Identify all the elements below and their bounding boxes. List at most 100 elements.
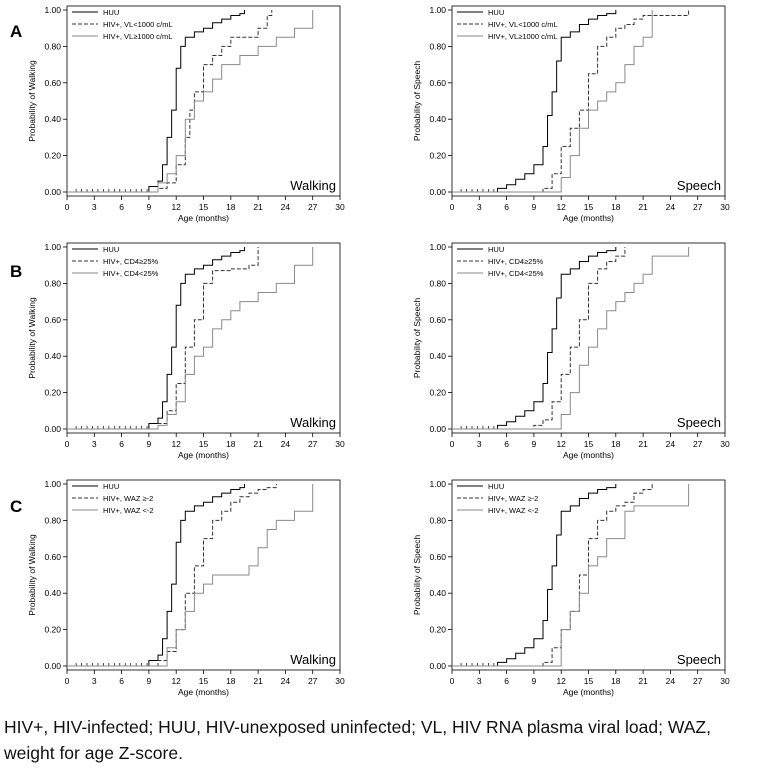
y-tick-label: 1.00 bbox=[44, 479, 61, 489]
y-tick-label: 0.60 bbox=[429, 315, 446, 325]
x-tick-label: 21 bbox=[253, 439, 263, 449]
x-tick-label: 30 bbox=[720, 439, 730, 449]
y-tick-label: 0.80 bbox=[429, 278, 446, 288]
legend-label: HIV+, CD4<25% bbox=[103, 269, 159, 278]
x-axis-label: Age (months) bbox=[563, 213, 614, 223]
x-tick-label: 9 bbox=[147, 439, 152, 449]
legend-label: HIV+, WAZ <-2 bbox=[488, 506, 539, 515]
x-tick-label: 15 bbox=[584, 439, 594, 449]
y-tick-label: 0.80 bbox=[429, 41, 446, 51]
y-tick-label: 1.00 bbox=[429, 5, 446, 15]
x-tick-label: 30 bbox=[720, 676, 730, 686]
x-tick-label: 15 bbox=[199, 202, 209, 212]
series-line-1 bbox=[452, 484, 617, 667]
y-tick-label: 0.80 bbox=[429, 515, 446, 525]
chart-title: Walking bbox=[290, 415, 336, 430]
series-line-3 bbox=[452, 10, 653, 193]
x-tick-label: 15 bbox=[199, 439, 209, 449]
x-axis-label: Age (months) bbox=[178, 687, 229, 697]
chart-title: Speech bbox=[677, 415, 721, 430]
legend-label: HUU bbox=[103, 245, 119, 254]
x-tick-label: 3 bbox=[477, 676, 482, 686]
legend-label: HIV+, WAZ ≥-2 bbox=[103, 494, 153, 503]
walking-chart-a: 0.00 0.20 0.40 0.60 0.80 1.00 0 3 6 9 12 15 18 21 24 27… bbox=[27, 5, 345, 223]
series-line-2 bbox=[67, 10, 273, 193]
series-line-2 bbox=[67, 484, 277, 667]
y-tick-label: 1.00 bbox=[44, 5, 61, 15]
series-line-1 bbox=[452, 247, 617, 430]
x-tick-label: 18 bbox=[611, 202, 621, 212]
x-tick-label: 24 bbox=[281, 676, 291, 686]
legend-label: HIV+, VL<1000 c/mL bbox=[488, 20, 558, 29]
series-line-3 bbox=[67, 484, 314, 667]
series-line-3 bbox=[67, 247, 314, 430]
panel-label-b: B bbox=[10, 262, 23, 281]
y-axis-label: Probability of Walking bbox=[27, 297, 37, 379]
x-tick-label: 9 bbox=[147, 202, 152, 212]
legend-label: HIV+, WAZ <-2 bbox=[103, 506, 154, 515]
series-line-1 bbox=[67, 10, 245, 193]
x-tick-label: 12 bbox=[556, 202, 566, 212]
panel-label-c: C bbox=[10, 497, 23, 516]
x-tick-label: 12 bbox=[556, 676, 566, 686]
series-line-1 bbox=[67, 247, 245, 430]
x-tick-label: 21 bbox=[253, 676, 263, 686]
x-tick-label: 30 bbox=[335, 676, 345, 686]
x-tick-label: 24 bbox=[666, 676, 676, 686]
series-line-2 bbox=[452, 247, 626, 430]
y-tick-label: 0.80 bbox=[44, 515, 61, 525]
y-tick-label: 0.20 bbox=[429, 388, 446, 398]
x-tick-label: 21 bbox=[638, 202, 648, 212]
chart-title: Speech bbox=[677, 652, 721, 667]
y-axis-label: Probability of Speech bbox=[412, 61, 422, 142]
x-axis-label: Age (months) bbox=[178, 213, 229, 223]
legend-label: HUU bbox=[488, 482, 504, 491]
x-tick-label: 6 bbox=[504, 439, 509, 449]
y-tick-label: 0.20 bbox=[44, 625, 61, 635]
y-tick-label: 0.00 bbox=[429, 187, 446, 197]
y-tick-label: 0.60 bbox=[44, 552, 61, 562]
y-tick-label: 0.40 bbox=[44, 351, 61, 361]
y-tick-label: 1.00 bbox=[429, 479, 446, 489]
y-tick-label: 0.60 bbox=[44, 315, 61, 325]
x-tick-label: 15 bbox=[584, 676, 594, 686]
y-tick-label: 0.00 bbox=[44, 187, 61, 197]
x-tick-label: 21 bbox=[638, 439, 648, 449]
x-axis-label: Age (months) bbox=[178, 450, 229, 460]
x-tick-label: 24 bbox=[281, 439, 291, 449]
y-tick-label: 0.40 bbox=[429, 588, 446, 598]
x-tick-label: 3 bbox=[92, 202, 97, 212]
x-tick-label: 18 bbox=[611, 439, 621, 449]
figure-caption: HIV+, HIV-infected; HUU, HIV-unexposed u… bbox=[4, 717, 711, 763]
y-tick-label: 0.60 bbox=[429, 78, 446, 88]
legend-label: HIV+, VL≥1000 c/mL bbox=[103, 32, 172, 41]
x-tick-label: 18 bbox=[226, 202, 236, 212]
legend-label: HIV+, VL<1000 c/mL bbox=[103, 20, 173, 29]
speech-chart-a: 0.00 0.20 0.40 0.60 0.80 1.00 0 3 6 9 12 15 18 21 24 27… bbox=[412, 5, 730, 223]
x-tick-label: 12 bbox=[171, 676, 181, 686]
legend-label: HIV+, VL≥1000 c/mL bbox=[488, 32, 557, 41]
y-tick-label: 0.00 bbox=[429, 661, 446, 671]
x-tick-label: 21 bbox=[253, 202, 263, 212]
x-tick-label: 12 bbox=[556, 439, 566, 449]
x-tick-label: 0 bbox=[450, 676, 455, 686]
x-tick-label: 9 bbox=[532, 202, 537, 212]
x-tick-label: 9 bbox=[532, 676, 537, 686]
x-tick-label: 24 bbox=[666, 202, 676, 212]
y-tick-label: 0.80 bbox=[44, 278, 61, 288]
y-tick-label: 0.40 bbox=[44, 588, 61, 598]
y-tick-label: 1.00 bbox=[44, 242, 61, 252]
speech-chart-c: 0.00 0.20 0.40 0.60 0.80 1.00 0 3 6 9 12 15 18 21 24 27… bbox=[412, 479, 730, 697]
x-tick-label: 18 bbox=[611, 676, 621, 686]
x-tick-label: 6 bbox=[119, 676, 124, 686]
x-tick-label: 12 bbox=[171, 202, 181, 212]
y-tick-label: 0.20 bbox=[44, 388, 61, 398]
x-tick-label: 27 bbox=[308, 439, 318, 449]
x-tick-label: 27 bbox=[308, 676, 318, 686]
y-tick-label: 0.20 bbox=[429, 151, 446, 161]
x-axis-label: Age (months) bbox=[563, 450, 614, 460]
y-tick-label: 0.40 bbox=[429, 114, 446, 124]
legend-label: HIV+, WAZ ≥-2 bbox=[488, 494, 538, 503]
x-tick-label: 15 bbox=[199, 676, 209, 686]
chart-title: Walking bbox=[290, 178, 336, 193]
